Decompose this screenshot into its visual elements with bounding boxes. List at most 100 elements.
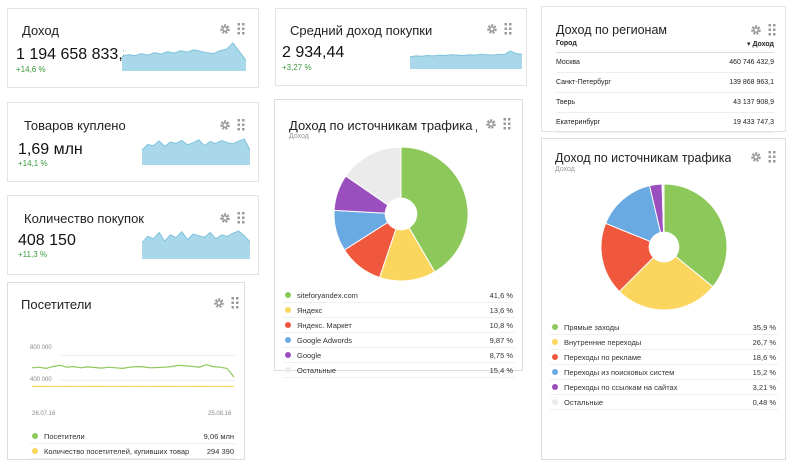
widget-subtitle: Доход [289, 133, 309, 140]
pie-slice[interactable] [345, 146, 402, 215]
legend-item[interactable]: Количество посетителей, купивших товар 2… [30, 444, 236, 459]
drag-handle-icon[interactable] [237, 119, 245, 131]
column-header-city[interactable]: Город [556, 40, 577, 47]
widget-title: Посетители [21, 297, 92, 312]
legend-swatch [32, 433, 38, 439]
sparkline [142, 230, 250, 259]
legend-label: Переходы по рекламе [564, 353, 642, 362]
pie-slice[interactable] [378, 212, 436, 282]
widget-subtitle: Доход [555, 166, 575, 173]
legend-value: 0,48 % [752, 398, 776, 407]
metric-delta: +14,1 % [18, 159, 48, 168]
widget-regions: Доход по регионам Город ▾ Доход Москва 46… [541, 6, 786, 133]
drag-handle-icon[interactable] [504, 23, 512, 35]
regions-table: Город ▾ Доход Москва 460 746 432,9 Санкт-П… [556, 40, 774, 133]
legend-swatch [552, 324, 558, 330]
pie-slice[interactable] [618, 246, 714, 311]
x-tick-label: 26.07.16 [32, 411, 56, 417]
sparkline [142, 138, 250, 165]
donut-hole [384, 197, 418, 231]
drag-handle-icon[interactable] [768, 24, 776, 36]
table-row[interactable]: Санкт-Петербург 139 868 963,1 [556, 73, 774, 93]
pie-slice[interactable] [400, 146, 469, 273]
legend-value: 15,2 % [752, 368, 776, 377]
widget-title: Товаров куплено [24, 118, 126, 133]
metric-value: 1 194 658 833,8 [16, 46, 124, 63]
sparkline-line [122, 42, 246, 61]
metric-value: 2 934,44 [282, 44, 345, 61]
cell-income: 19 433 747,3 [733, 119, 774, 126]
gear-icon[interactable] [219, 119, 231, 131]
legend-item[interactable]: Переходы из поисковых систем 15,2 % [550, 365, 778, 380]
widget-goods: Товаров куплено 1,69 млн +14,1 % [7, 102, 259, 182]
legend-swatch [285, 322, 291, 328]
legend-label: Количество посетителей, купивших товар [44, 447, 190, 456]
legend-value: 41,6 % [489, 291, 513, 300]
legend-item[interactable]: Яндекс. Маркет 10,8 % [283, 318, 515, 333]
column-header-income[interactable]: ▾ Доход [747, 41, 774, 48]
legend-item[interactable]: Google Adwords 9,87 % [283, 333, 515, 348]
pie-slice[interactable] [600, 222, 665, 293]
pie-slice[interactable] [663, 183, 728, 288]
table-row[interactable]: Москва 460 746 432,9 [556, 53, 774, 73]
gear-icon[interactable] [485, 118, 497, 130]
legend-swatch [552, 369, 558, 375]
table-row[interactable]: Екатеринбург 19 433 747,3 [556, 113, 774, 133]
widget-traffic-pie-dev: Доход по источникам трафика де... Доход … [274, 99, 523, 378]
widget-purchases: Количество покупок 408 150 +11,3 % [7, 195, 259, 275]
legend-swatch [285, 367, 291, 373]
gear-icon[interactable] [213, 297, 225, 309]
legend-swatch [552, 339, 558, 345]
legend-label: Google [297, 351, 322, 360]
metric-value: 1,69 млн [18, 141, 83, 158]
legend-item[interactable]: Остальные 15,4 % [283, 363, 515, 378]
series-line [31, 364, 235, 378]
legend-label: Переходы по ссылкам на сайтах [564, 383, 678, 392]
legend-item[interactable]: Прямые заходы 35,9 % [550, 320, 778, 335]
gear-icon[interactable] [750, 151, 762, 163]
drag-handle-icon[interactable] [237, 212, 245, 224]
metric-value: 408 150 [18, 232, 76, 249]
gear-icon[interactable] [750, 24, 762, 36]
legend-value: 26,7 % [752, 338, 776, 347]
legend-label: Посетители [44, 432, 85, 441]
widget-title: Доход по источникам трафика де... [289, 118, 477, 133]
gear-icon[interactable] [219, 212, 231, 224]
cell-city: Тверь [556, 99, 576, 106]
table-row[interactable]: Тверь 43 137 908,9 [556, 93, 774, 113]
legend-item[interactable]: Яндекс 13,6 % [283, 303, 515, 318]
legend-item[interactable]: siteforyandex.com 41,6 % [283, 288, 515, 303]
chart-legend: Прямые заходы 35,9 % Внутренние переходы 26… [550, 320, 778, 410]
drag-handle-icon[interactable] [768, 151, 776, 163]
legend-swatch [552, 384, 558, 390]
legend-value: 13,6 % [489, 306, 513, 315]
sparkline-line [142, 138, 250, 151]
gear-icon[interactable] [486, 23, 498, 35]
legend-label: Переходы из поисковых систем [564, 368, 675, 377]
drag-handle-icon[interactable] [503, 118, 511, 130]
legend-swatch [552, 399, 558, 405]
widget-avg-income: Средний доход покупки 2 934,44 +3,27 % [275, 8, 527, 86]
widget-title: Количество покупок [24, 211, 144, 226]
line-chart [31, 354, 236, 388]
widget-income: Доход 1 194 658 833,8 +14,6 % [7, 8, 259, 88]
legend-label: Внутренние переходы [564, 338, 642, 347]
legend-item[interactable]: Внутренние переходы 26,7 % [550, 335, 778, 350]
legend-item[interactable]: Переходы по ссылкам на сайтах 3,21 % [550, 380, 778, 395]
legend-item[interactable]: Google 8,75 % [283, 348, 515, 363]
drag-handle-icon[interactable] [231, 297, 239, 309]
gear-icon[interactable] [219, 23, 231, 35]
legend-item[interactable]: Посетители 9,06 млн [30, 429, 236, 444]
widget-title: Доход по регионам [556, 23, 668, 37]
cell-city: Москва [556, 59, 580, 66]
pie-slice[interactable] [661, 183, 665, 248]
widget-visitors: Посетители 800 000 400 000 26.07.16 25.0… [7, 282, 245, 460]
legend-item[interactable]: Переходы по рекламе 18,6 % [550, 350, 778, 365]
drag-handle-icon[interactable] [237, 23, 245, 35]
legend-label: Прямые заходы [564, 323, 620, 332]
legend-item[interactable]: Остальные 0,48 % [550, 395, 778, 410]
sparkline [410, 50, 522, 69]
table-header: Город ▾ Доход [556, 40, 774, 53]
cell-income: 460 746 432,9 [729, 59, 774, 66]
pie-slice[interactable] [604, 185, 665, 248]
